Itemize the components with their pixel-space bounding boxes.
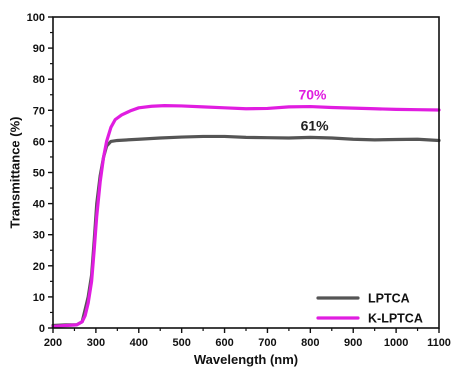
legend-label: LPTCA bbox=[368, 292, 410, 306]
annotation-label: 70% bbox=[298, 86, 327, 102]
x-tick-label: 600 bbox=[215, 337, 233, 349]
x-axis-label: Wavelength (nm) bbox=[194, 352, 298, 367]
y-tick-label: 80 bbox=[33, 74, 45, 86]
y-tick-label: 100 bbox=[27, 12, 45, 24]
x-tick-label: 300 bbox=[87, 337, 105, 349]
y-tick-label: 50 bbox=[33, 168, 45, 180]
x-tick-label: 800 bbox=[301, 337, 319, 349]
x-tick-label: 1000 bbox=[384, 337, 408, 349]
plot-area bbox=[53, 17, 439, 328]
x-tick-label: 500 bbox=[172, 337, 190, 349]
y-tick-label: 0 bbox=[39, 323, 45, 335]
plot-background bbox=[53, 17, 439, 328]
x-tick-label: 900 bbox=[344, 337, 362, 349]
tick-labels: 200 300 400 500 600 700 800 900 1000 1100 0 10 20 30 4… bbox=[27, 12, 451, 349]
x-tick-label: 400 bbox=[130, 337, 148, 349]
y-tick-label: 30 bbox=[33, 230, 45, 242]
y-tick-label: 90 bbox=[33, 43, 45, 55]
axes bbox=[48, 16, 440, 333]
legend: LPTCA K-LPTCA bbox=[316, 292, 423, 326]
y-tick-label: 20 bbox=[33, 261, 45, 273]
y-tick-label: 60 bbox=[33, 136, 45, 148]
series-line-k-lptca bbox=[51, 104, 441, 329]
y-tick-label: 70 bbox=[33, 105, 45, 117]
y-axis-label: Transmittance (%) bbox=[7, 117, 22, 229]
series-lines bbox=[51, 104, 441, 329]
x-tick-label: 200 bbox=[44, 337, 62, 349]
y-tick-label: 40 bbox=[33, 199, 45, 211]
y-tick-label: 10 bbox=[33, 292, 45, 304]
annotation-label: 61% bbox=[301, 118, 330, 134]
x-tick-label: 700 bbox=[258, 337, 276, 349]
x-tick-label: 1100 bbox=[427, 337, 451, 349]
annotations: 70% 61% bbox=[298, 86, 329, 133]
legend-label: K-LPTCA bbox=[368, 312, 423, 326]
